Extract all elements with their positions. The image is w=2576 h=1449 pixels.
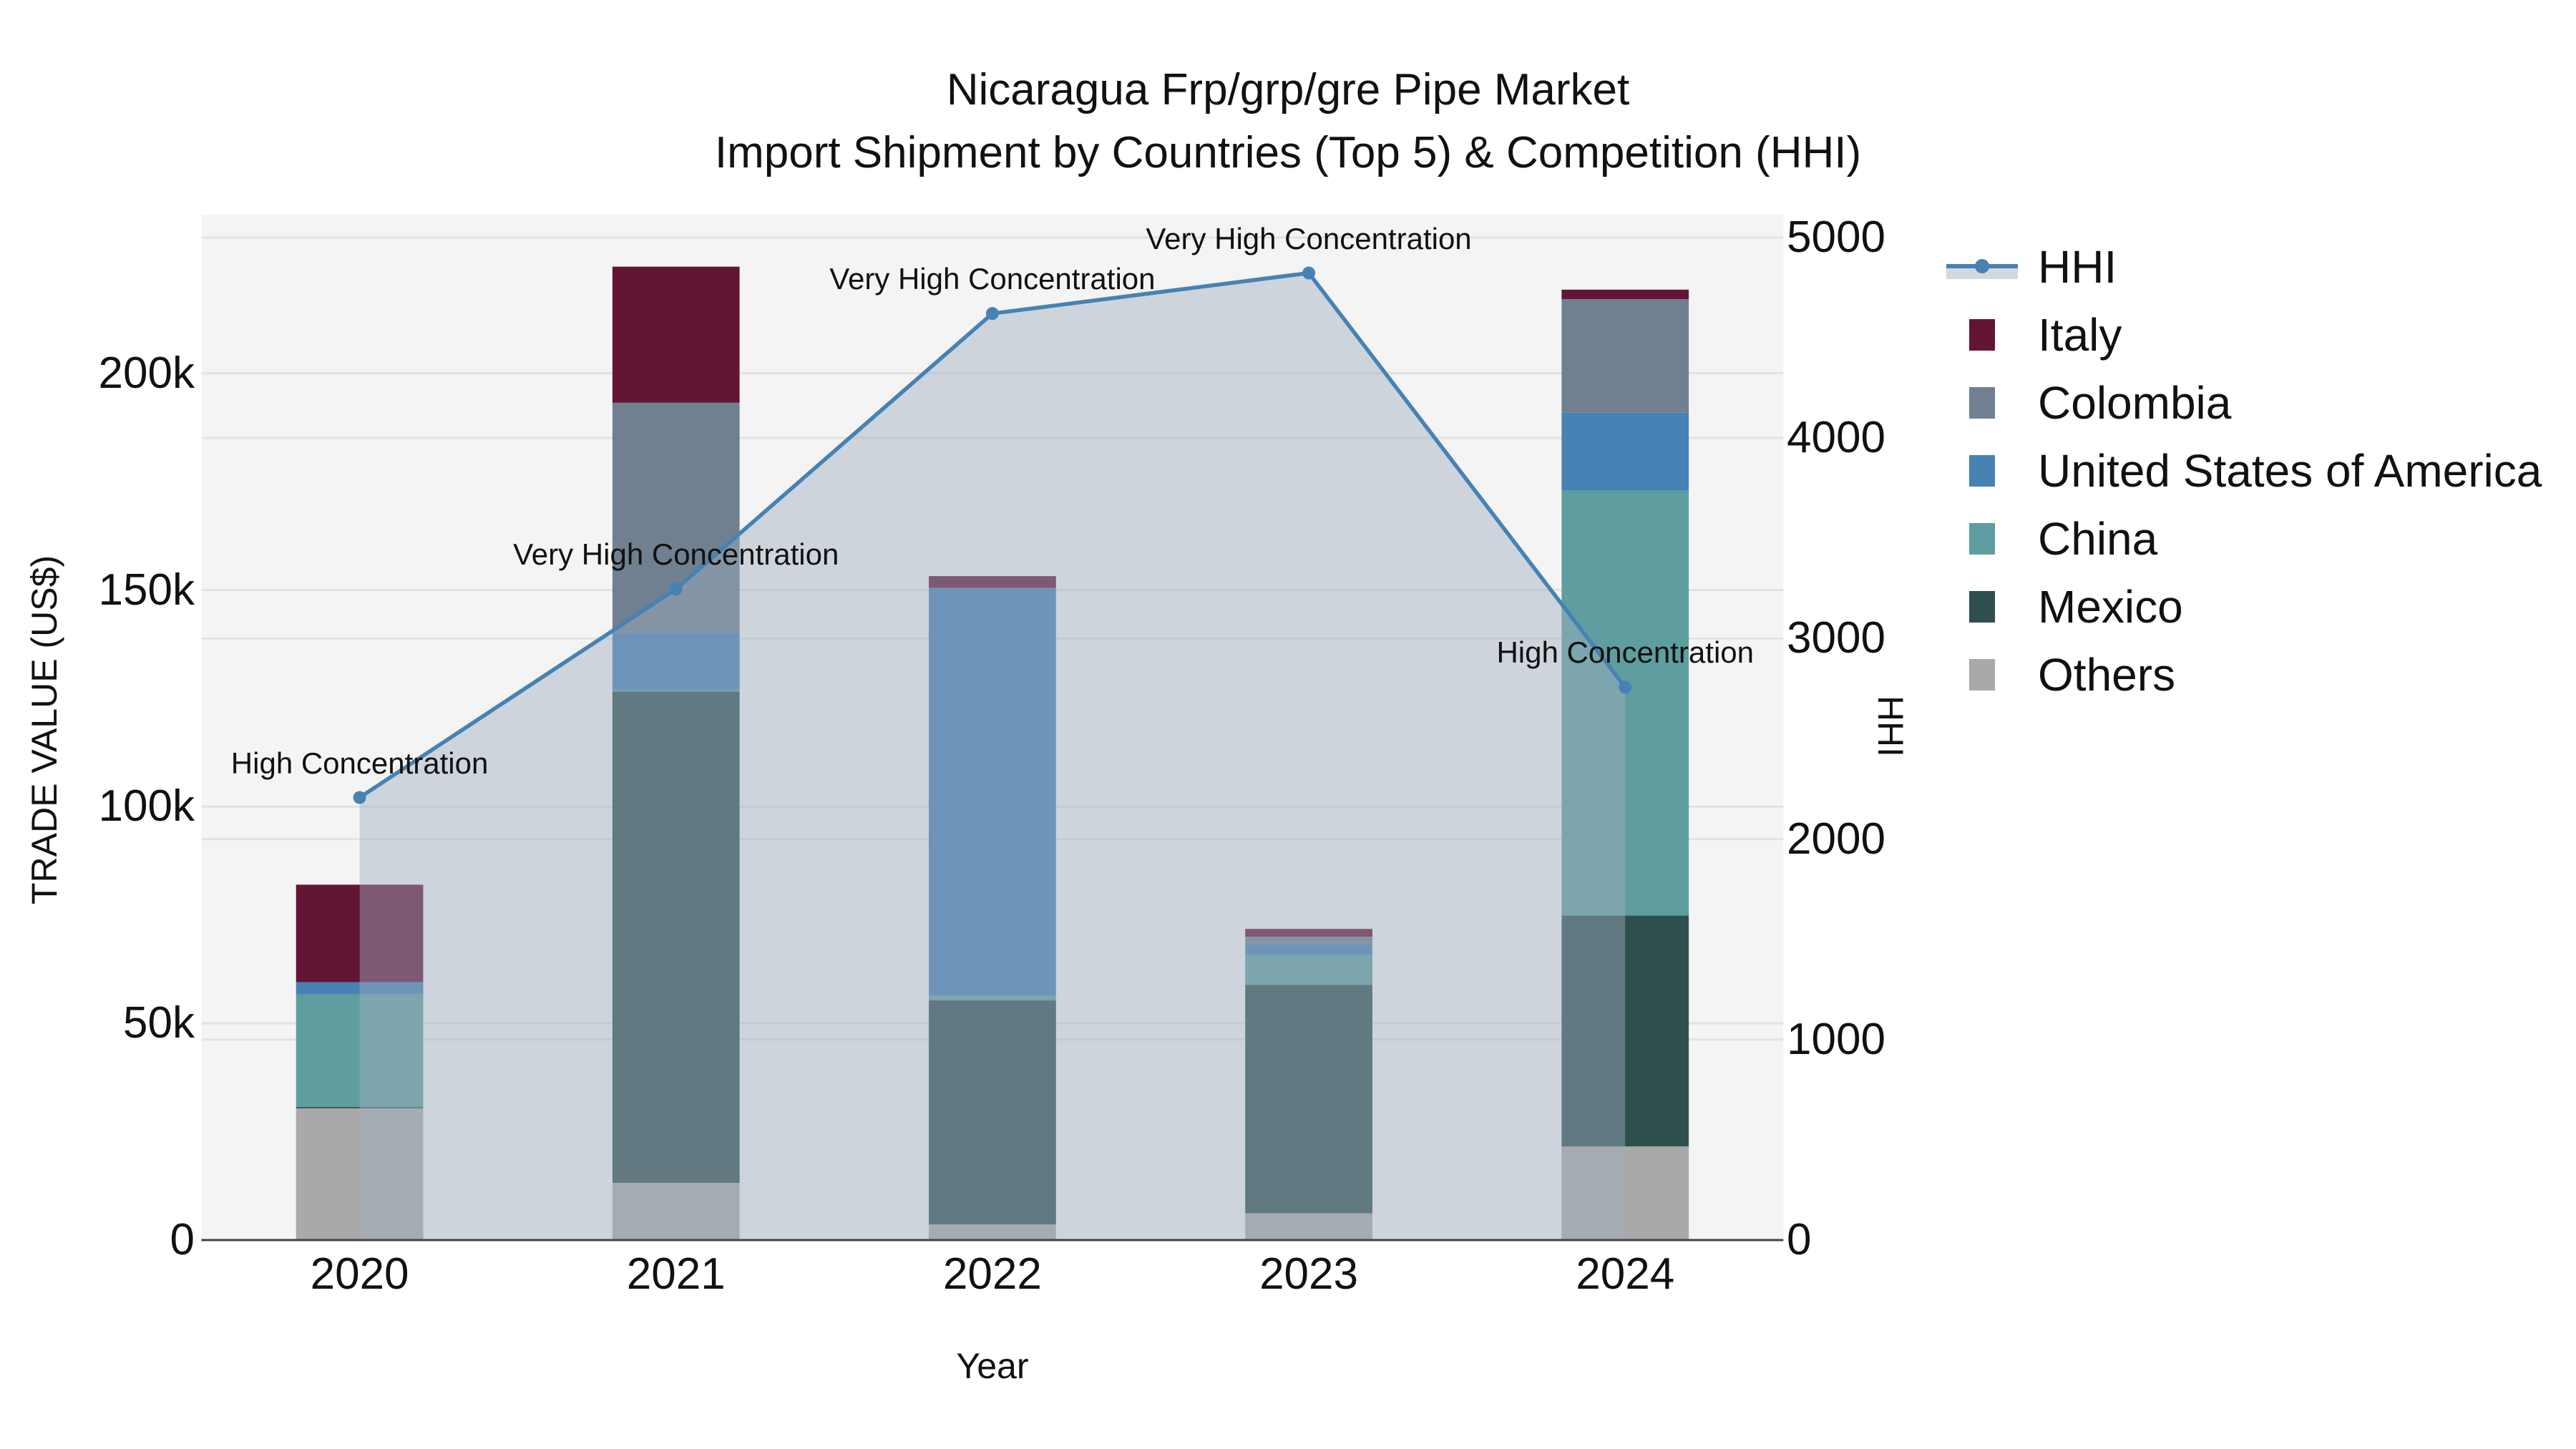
bar-segment-others-2023[interactable]	[1245, 1213, 1372, 1240]
x-tick-2023: 2023	[1259, 1249, 1359, 1299]
x-tick-2022: 2022	[942, 1249, 1042, 1299]
y-left-tick: 100k	[98, 781, 195, 831]
bar-segment-italy-2021[interactable]	[612, 266, 740, 403]
legend-item-colombia[interactable]: Colombia	[1946, 369, 2542, 436]
x-tick-2024: 2024	[1576, 1249, 1675, 1299]
legend-item-italy[interactable]: Italy	[1946, 301, 2542, 369]
bar-segment-mexico-2024[interactable]	[1561, 915, 1689, 1147]
hhi-point-2020[interactable]	[353, 791, 366, 804]
legend-item-hhi[interactable]: HHI	[1946, 233, 2542, 301]
y-right-tick: 4000	[1787, 413, 1885, 463]
hhi-point-2021[interactable]	[669, 582, 683, 596]
bar-segment-china-2021[interactable]	[612, 690, 740, 692]
legend-square-icon	[1946, 657, 2018, 693]
bar-segment-colombia-2023[interactable]	[1245, 937, 1372, 945]
y-left-tick: 0	[170, 1215, 195, 1264]
bar-segment-mexico-2022[interactable]	[929, 1000, 1056, 1225]
y-right-axis-title: HHI	[1870, 695, 1911, 758]
bar-segment-others-2024[interactable]	[1561, 1146, 1689, 1240]
legend-square-icon	[1946, 521, 2018, 557]
legend-label: Colombia	[2038, 376, 2232, 429]
bar-segment-china-2020[interactable]	[296, 994, 424, 1108]
x-tick-2020: 2020	[310, 1249, 409, 1299]
y-right-tick: 3000	[1787, 613, 1885, 663]
legend-item-mexico[interactable]: Mexico	[1946, 572, 2542, 640]
bar-segment-italy-2020[interactable]	[296, 884, 424, 982]
y-right-tick: 1000	[1787, 1014, 1885, 1064]
y-right-tick: 5000	[1787, 212, 1885, 262]
y-left-axis-title: TRADE VALUE (US$)	[24, 555, 64, 905]
bar-segment-mexico-2023[interactable]	[1245, 985, 1372, 1214]
legend-square-icon	[1946, 317, 2018, 353]
bar-segment-others-2020[interactable]	[296, 1108, 424, 1240]
legend-label: China	[2038, 512, 2158, 565]
legend: HHI Italy Colombia United States of America…	[1946, 233, 2542, 708]
bar-segment-italy-2024[interactable]	[1561, 289, 1689, 300]
hhi-point-2023[interactable]	[1302, 266, 1316, 280]
chart-title-line-1: Nicaragua Frp/grp/gre Pipe Market	[946, 65, 1630, 114]
bar-segment-others-2021[interactable]	[612, 1183, 740, 1240]
bar-segment-united-states-of-america-2022[interactable]	[929, 587, 1056, 996]
bar-segment-united-states-of-america-2021[interactable]	[612, 632, 740, 691]
legend-label: Mexico	[2038, 580, 2183, 633]
bar-segment-mexico-2021[interactable]	[612, 691, 740, 1184]
hhi-annotation-2021: Very High Concentration	[513, 537, 839, 572]
legend-label: Italy	[2038, 308, 2122, 361]
bar-segment-italy-2022[interactable]	[929, 576, 1056, 588]
hhi-area-fill	[359, 273, 1626, 1240]
bar-segment-italy-2023[interactable]	[1245, 929, 1372, 937]
hhi-point-2024[interactable]	[1619, 680, 1632, 694]
legend-label: HHI	[2038, 240, 2117, 293]
hhi-annotation-2022: Very High Concentration	[829, 262, 1156, 296]
bar-segment-united-states-of-america-2023[interactable]	[1245, 944, 1372, 955]
legend-square-icon	[1946, 385, 2018, 421]
y-left-tick: 200k	[98, 348, 195, 398]
hhi-annotation-2023: Very High Concentration	[1146, 221, 1472, 255]
bar-segment-united-states-of-america-2024[interactable]	[1561, 412, 1689, 491]
bar-segment-china-2022[interactable]	[929, 995, 1056, 1001]
y-right-tick: 2000	[1787, 814, 1885, 864]
y-left-tick: 150k	[98, 565, 195, 615]
hhi-annotation-2020: High Concentration	[230, 746, 489, 780]
bar-segment-china-2024[interactable]	[1561, 490, 1689, 916]
hhi-line	[353, 266, 1632, 804]
x-axis-title: Year	[956, 1346, 1029, 1386]
legend-item-united-states-of-america[interactable]: United States of America	[1946, 436, 2542, 504]
legend-label: United States of America	[2038, 444, 2542, 497]
x-tick-2021: 2021	[626, 1249, 726, 1299]
legend-line-marker-icon	[1946, 249, 2018, 285]
y-left-tick: 50k	[123, 998, 195, 1048]
hhi-point-2022[interactable]	[985, 307, 999, 321]
bar-segment-united-states-of-america-2020[interactable]	[296, 982, 424, 995]
hhi-annotation-2024: High Concentration	[1496, 635, 1754, 670]
bar-segment-china-2023[interactable]	[1245, 955, 1372, 985]
bar-segment-mexico-2020[interactable]	[296, 1107, 424, 1108]
stacked-bars	[296, 266, 1689, 1240]
legend-square-icon	[1946, 453, 2018, 489]
legend-square-icon	[1946, 589, 2018, 625]
y-right-tick: 0	[1787, 1215, 1812, 1264]
bar-segment-colombia-2024[interactable]	[1561, 299, 1689, 413]
legend-item-china[interactable]: China	[1946, 504, 2542, 572]
bar-segment-others-2022[interactable]	[929, 1224, 1056, 1240]
legend-item-others[interactable]: Others	[1946, 640, 2542, 708]
chart-title-line-2: Import Shipment by Countries (Top 5) & C…	[714, 128, 1862, 177]
legend-label: Others	[2038, 648, 2176, 701]
